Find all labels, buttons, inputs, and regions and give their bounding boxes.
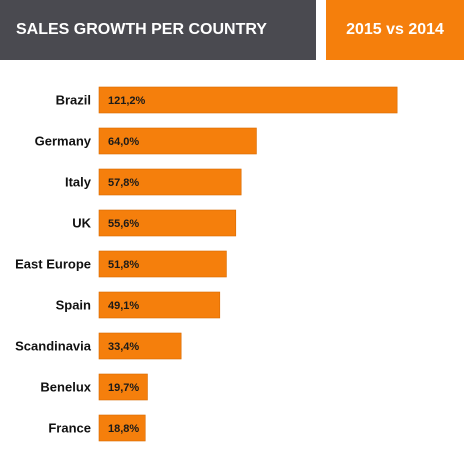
bar-brazil: [98, 86, 398, 114]
category-label: Spain: [56, 298, 91, 313]
value-label: 121,2%: [108, 95, 146, 107]
category-label: France: [48, 421, 91, 436]
value-label: 49,1%: [108, 300, 139, 312]
bar-benelux: [98, 373, 148, 401]
bar-uk: [98, 209, 237, 237]
bar-france: [98, 414, 146, 442]
bar-scandinavia: [98, 332, 182, 360]
value-label: 33,4%: [108, 341, 139, 353]
category-label: Germany: [35, 134, 92, 149]
value-label: 51,8%: [108, 259, 139, 271]
bar-germany: [98, 127, 257, 155]
category-label: Benelux: [40, 380, 91, 395]
bar-east-europe: [98, 250, 227, 278]
value-label: 55,6%: [108, 218, 139, 230]
value-label: 57,8%: [108, 177, 139, 189]
category-label: Scandinavia: [15, 339, 92, 354]
bar-chart: Brazil 121,2% Germany 64,0% Italy 57,8% UK 55,6…: [15, 86, 398, 442]
bar-italy: [98, 168, 242, 196]
comparison-badge: 2015 vs 2014: [326, 0, 464, 60]
category-label: Italy: [65, 175, 92, 190]
value-label: 64,0%: [108, 136, 139, 148]
bar-spain: [98, 291, 221, 319]
chart-title: SALES GROWTH PER COUNTRY: [0, 0, 316, 60]
value-label: 19,7%: [108, 382, 139, 394]
category-label: Brazil: [56, 93, 91, 108]
category-label: UK: [72, 216, 91, 231]
value-label: 18,8%: [108, 423, 139, 435]
category-label: East Europe: [15, 257, 91, 272]
